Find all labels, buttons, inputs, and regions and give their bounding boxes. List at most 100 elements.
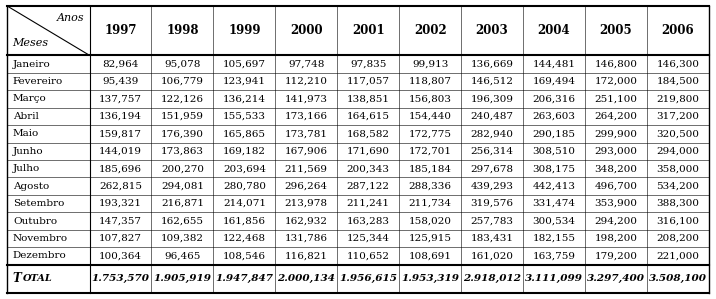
Text: 3.297,400: 3.297,400	[587, 274, 645, 283]
Text: Abril: Abril	[13, 112, 39, 121]
Text: 167,906: 167,906	[285, 147, 328, 156]
Text: 1.947,847: 1.947,847	[216, 274, 274, 283]
Text: 296,264: 296,264	[285, 181, 328, 191]
Text: 219,800: 219,800	[657, 94, 700, 103]
Text: 1999: 1999	[228, 24, 261, 37]
Text: Novembro: Novembro	[13, 234, 68, 243]
Text: 308,510: 308,510	[533, 147, 576, 156]
Text: 348,200: 348,200	[594, 164, 637, 173]
Text: 1.905,919: 1.905,919	[153, 274, 211, 283]
Text: 316,100: 316,100	[657, 216, 700, 225]
Text: Janeiro: Janeiro	[13, 60, 51, 68]
Text: 293,000: 293,000	[594, 147, 637, 156]
Text: 213,978: 213,978	[285, 199, 328, 208]
Text: T: T	[13, 272, 21, 285]
Text: 169,182: 169,182	[223, 147, 266, 156]
Text: 144,481: 144,481	[533, 60, 576, 68]
Text: 95,439: 95,439	[102, 77, 139, 86]
Text: 196,309: 196,309	[470, 94, 513, 103]
Text: 100,364: 100,364	[99, 251, 142, 260]
Text: Maio: Maio	[13, 129, 39, 138]
Text: 2003: 2003	[475, 24, 508, 37]
Text: 3.508,100: 3.508,100	[649, 274, 707, 283]
Text: Agosto: Agosto	[13, 181, 49, 191]
Text: 353,900: 353,900	[594, 199, 637, 208]
Text: Julho: Julho	[13, 164, 40, 173]
Text: 211,241: 211,241	[347, 199, 390, 208]
Text: 294,200: 294,200	[594, 216, 637, 225]
Text: 294,000: 294,000	[657, 147, 700, 156]
Text: 138,851: 138,851	[347, 94, 390, 103]
Text: 206,316: 206,316	[533, 94, 576, 103]
Text: 125,344: 125,344	[347, 234, 390, 243]
Text: 106,779: 106,779	[161, 77, 204, 86]
Text: 163,759: 163,759	[533, 251, 576, 260]
Text: 108,546: 108,546	[223, 251, 266, 260]
Text: 2001: 2001	[352, 24, 384, 37]
Text: 331,474: 331,474	[533, 199, 576, 208]
Text: 146,512: 146,512	[470, 77, 513, 86]
Text: 97,835: 97,835	[350, 60, 387, 68]
Text: 442,413: 442,413	[533, 181, 576, 191]
Text: 1.753,570: 1.753,570	[92, 274, 150, 283]
Text: 165,865: 165,865	[223, 129, 266, 138]
Text: 171,690: 171,690	[347, 147, 390, 156]
Text: 2004: 2004	[538, 24, 571, 37]
Text: 297,678: 297,678	[470, 164, 513, 173]
Text: 146,300: 146,300	[657, 60, 700, 68]
Text: 183,431: 183,431	[470, 234, 513, 243]
Text: 317,200: 317,200	[657, 112, 700, 121]
Text: 2.918,012: 2.918,012	[463, 274, 521, 283]
Text: 287,122: 287,122	[347, 181, 390, 191]
Text: 122,126: 122,126	[161, 94, 204, 103]
Text: 141,973: 141,973	[285, 94, 328, 103]
Text: 251,100: 251,100	[594, 94, 637, 103]
Text: 161,856: 161,856	[223, 216, 266, 225]
Text: 159,817: 159,817	[99, 129, 142, 138]
Text: 2002: 2002	[414, 24, 447, 37]
Text: 182,155: 182,155	[533, 234, 576, 243]
Text: 319,576: 319,576	[470, 199, 513, 208]
Text: 154,440: 154,440	[409, 112, 452, 121]
Text: 264,200: 264,200	[594, 112, 637, 121]
Text: 99,913: 99,913	[412, 60, 448, 68]
Text: OTAL: OTAL	[23, 274, 53, 283]
Text: 105,697: 105,697	[223, 60, 266, 68]
Text: 439,293: 439,293	[470, 181, 513, 191]
Text: 151,959: 151,959	[161, 112, 204, 121]
Text: 299,900: 299,900	[594, 129, 637, 138]
Text: 257,783: 257,783	[470, 216, 513, 225]
Text: 185,184: 185,184	[409, 164, 452, 173]
Text: 173,166: 173,166	[285, 112, 328, 121]
Text: 109,382: 109,382	[161, 234, 204, 243]
Text: 200,343: 200,343	[347, 164, 390, 173]
Text: 200,270: 200,270	[161, 164, 204, 173]
Text: 288,336: 288,336	[409, 181, 452, 191]
Text: 137,757: 137,757	[99, 94, 142, 103]
Text: 1998: 1998	[166, 24, 198, 37]
Text: 211,734: 211,734	[409, 199, 452, 208]
Text: 158,020: 158,020	[409, 216, 452, 225]
Text: 136,214: 136,214	[223, 94, 266, 103]
Text: Março: Março	[13, 94, 47, 103]
Text: 240,487: 240,487	[470, 112, 513, 121]
Text: 155,533: 155,533	[223, 112, 266, 121]
Text: 136,194: 136,194	[99, 112, 142, 121]
Text: 2005: 2005	[599, 24, 632, 37]
Text: 162,655: 162,655	[161, 216, 204, 225]
Text: 221,000: 221,000	[657, 251, 700, 260]
Text: 163,283: 163,283	[347, 216, 390, 225]
Text: 198,200: 198,200	[594, 234, 637, 243]
Text: 131,786: 131,786	[285, 234, 328, 243]
Text: 162,932: 162,932	[285, 216, 328, 225]
Text: Junho: Junho	[13, 147, 44, 156]
Text: 112,210: 112,210	[285, 77, 328, 86]
Text: 123,941: 123,941	[223, 77, 266, 86]
Text: 358,000: 358,000	[657, 164, 700, 173]
Text: 168,582: 168,582	[347, 129, 390, 138]
Text: 136,669: 136,669	[470, 60, 513, 68]
Text: 122,468: 122,468	[223, 234, 266, 243]
Text: 320,500: 320,500	[657, 129, 700, 138]
Text: 110,652: 110,652	[347, 251, 390, 260]
Text: 308,175: 308,175	[533, 164, 576, 173]
